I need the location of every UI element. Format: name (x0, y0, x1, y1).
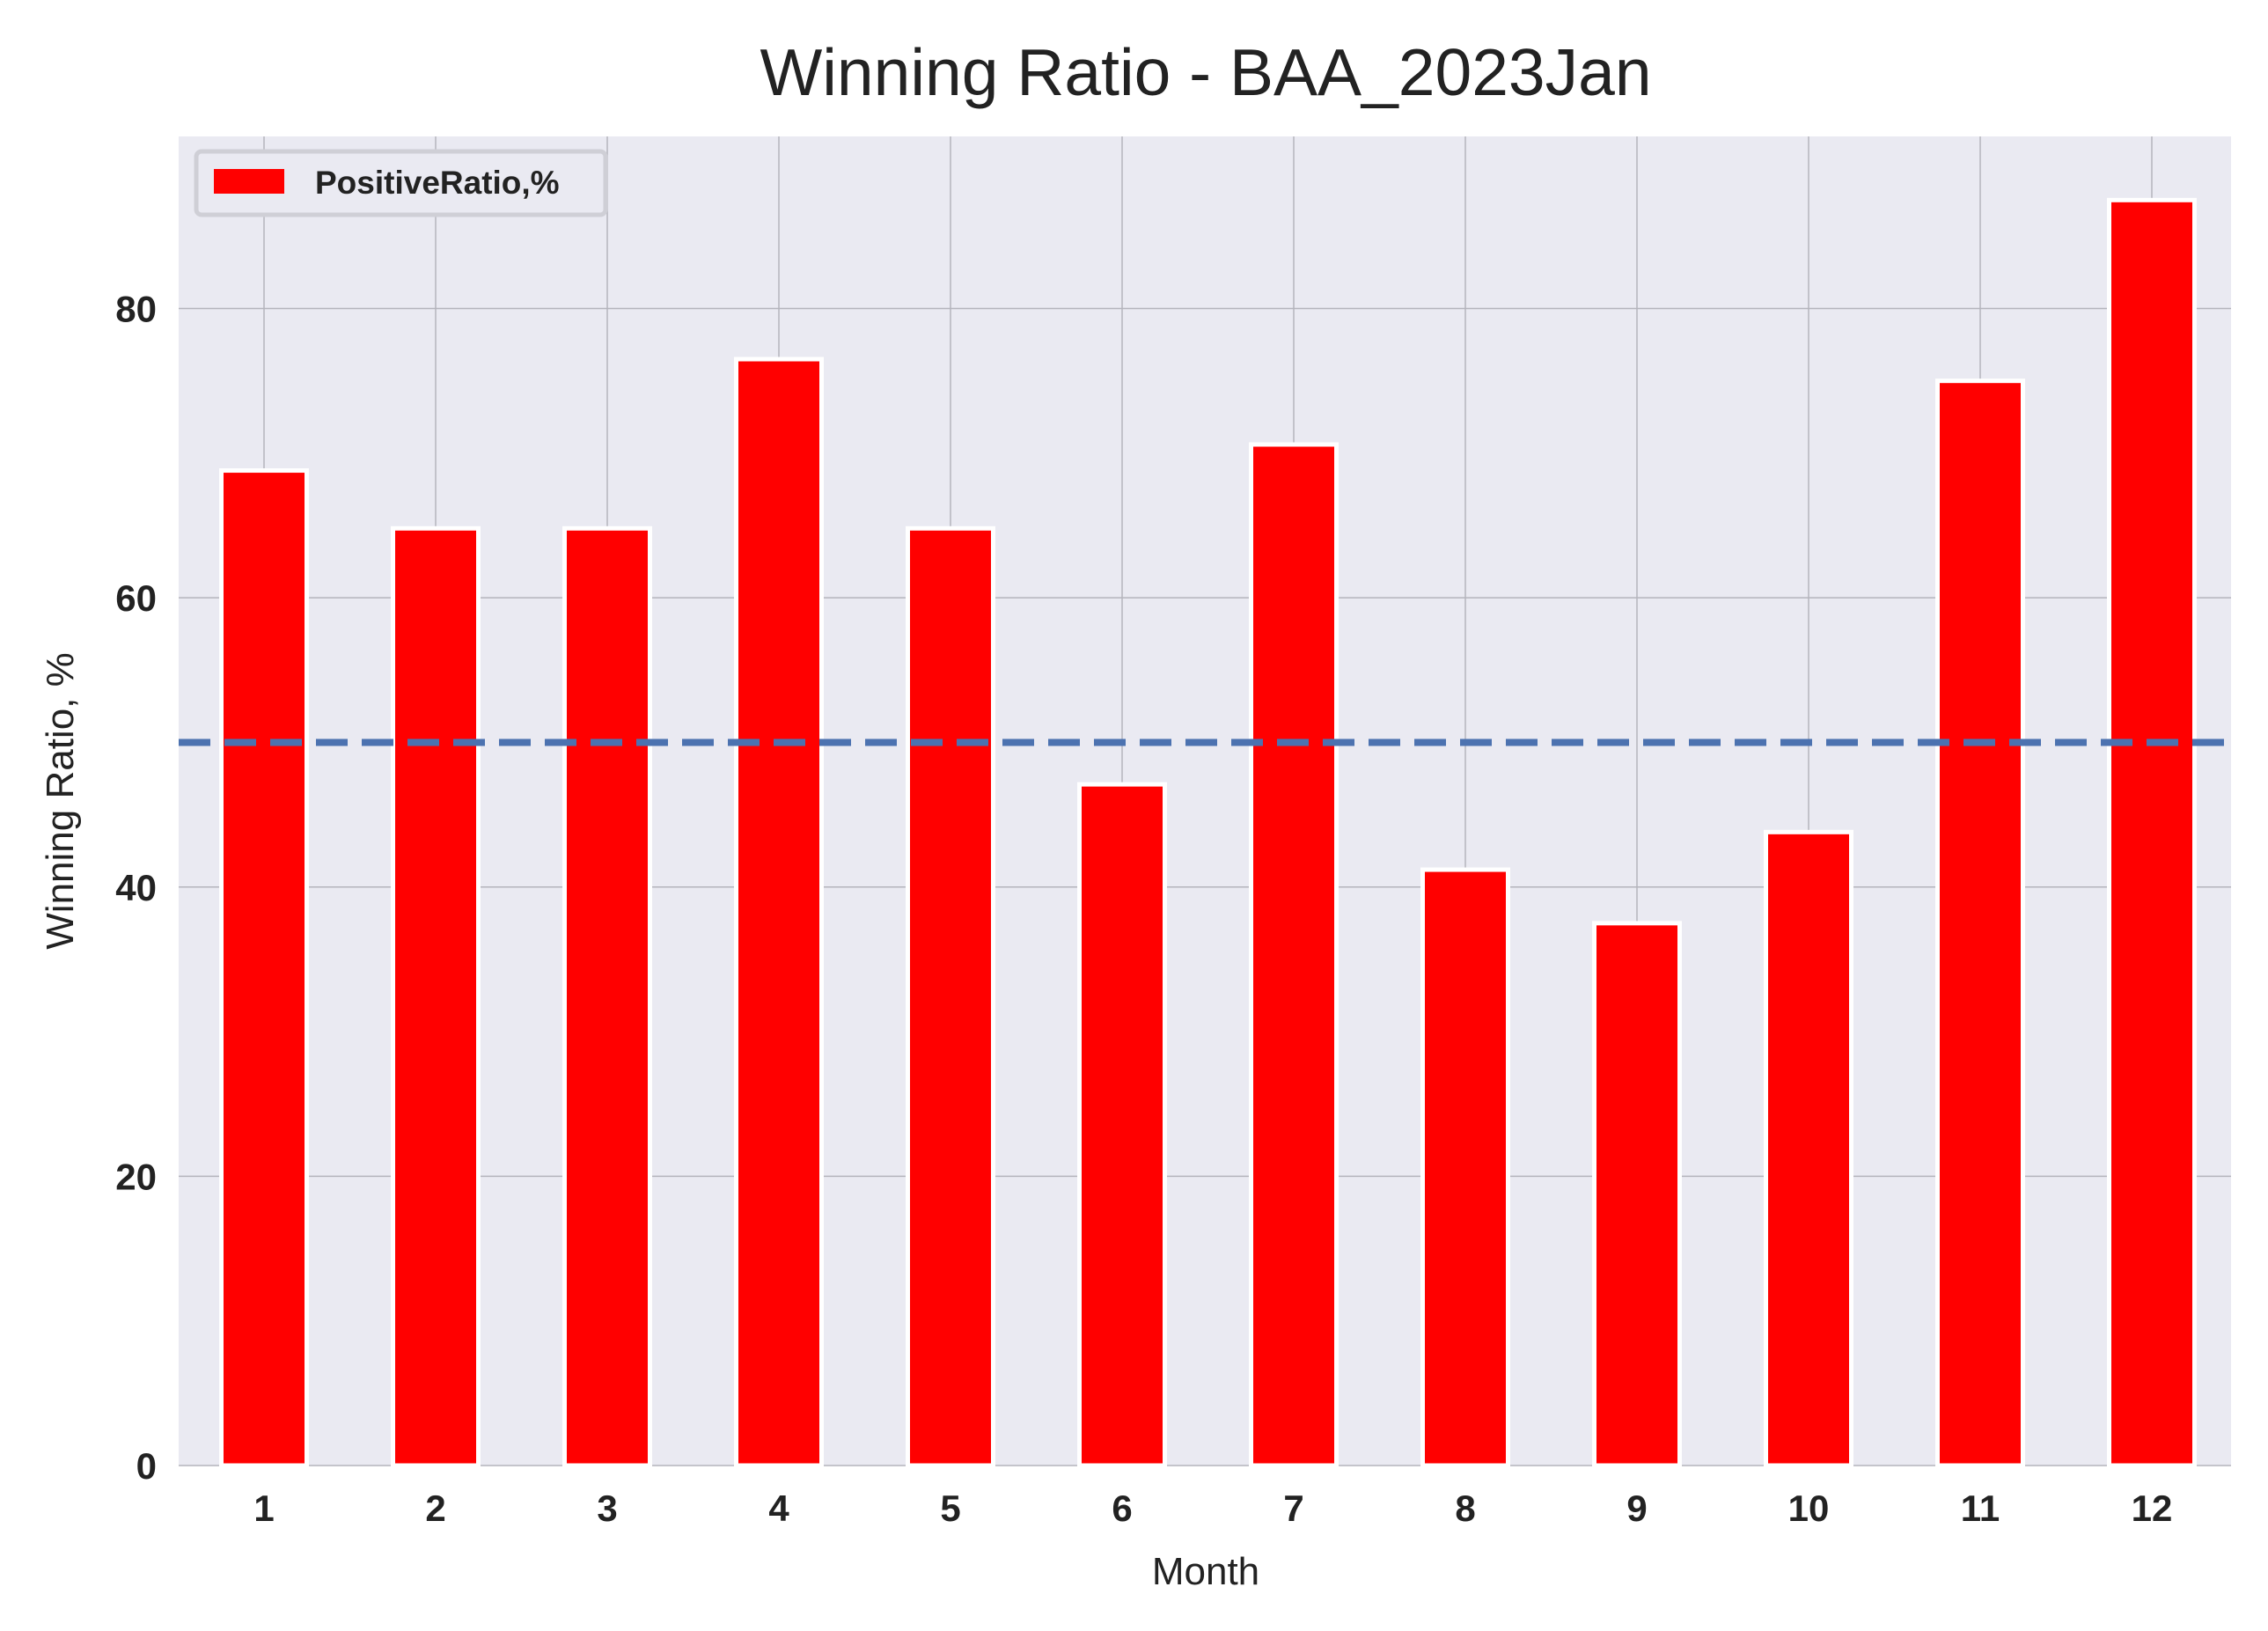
legend: PositiveRatio,% (194, 149, 608, 217)
bar-month-2 (391, 525, 481, 1468)
x-tick-label: 7 (1283, 1488, 1303, 1529)
bar-month-11 (1935, 378, 2025, 1468)
x-tick-label: 4 (768, 1488, 789, 1529)
bar-month-4 (734, 356, 824, 1468)
bar-month-3 (562, 525, 652, 1468)
bar-month-12 (2107, 197, 2197, 1468)
plot-area (179, 136, 2231, 1466)
bar-month-1 (219, 468, 309, 1468)
x-tick-label: 9 (1626, 1488, 1647, 1529)
x-axis-label: Month (1152, 1550, 1259, 1593)
y-tick-label: 80 (115, 289, 157, 330)
x-tick-label: 12 (2132, 1488, 2173, 1529)
bar-month-7 (1249, 442, 1339, 1468)
y-axis-label: Winning Ratio, % (39, 652, 82, 949)
legend-swatch (214, 169, 284, 194)
x-tick-label: 1 (253, 1488, 274, 1529)
x-tick-label: 2 (425, 1488, 445, 1529)
x-tick-label: 3 (597, 1488, 617, 1529)
x-tick-label: 6 (1112, 1488, 1132, 1529)
bar-month-5 (906, 525, 995, 1468)
y-tick-label: 60 (115, 577, 157, 619)
bar-series (219, 197, 2197, 1468)
x-tick-label: 5 (940, 1488, 960, 1529)
y-tick-label: 20 (115, 1156, 157, 1197)
legend-box (194, 149, 608, 217)
bar-month-10 (1764, 829, 1853, 1468)
x-tick-label: 8 (1455, 1488, 1475, 1529)
y-tick-label: 40 (115, 867, 157, 908)
x-tick-labels: 1 2 3 4 5 6 7 8 9 10 11 12 (253, 1488, 2172, 1529)
bar-month-6 (1077, 782, 1167, 1468)
bar-month-9 (1592, 921, 1682, 1468)
bar-month-8 (1420, 867, 1510, 1468)
y-tick-label: 0 (136, 1445, 157, 1487)
x-tick-label: 10 (1788, 1488, 1830, 1529)
x-tick-label: 11 (1961, 1488, 2000, 1529)
chart-title: Winning Ratio - BAA_2023Jan (760, 35, 1651, 109)
y-tick-labels: 0 20 40 60 80 (115, 289, 157, 1487)
legend-label: PositiveRatio,% (315, 165, 560, 201)
